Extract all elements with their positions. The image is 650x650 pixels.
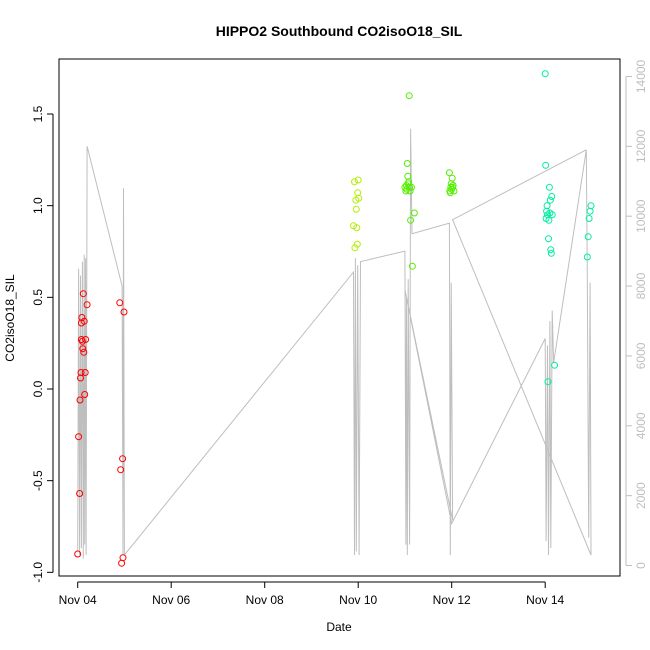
data-point-s3-13 (547, 249, 555, 257)
y-axis-left: -1.0 -0.5 0.0 0.5 1.0 1.5 (31, 105, 54, 583)
data-point-s3-17 (583, 253, 591, 261)
y-axis-right: 0 2000 4000 6000 8000 10000 12000 14000 (625, 59, 648, 569)
y-tick-label: 0.5 (31, 289, 45, 306)
data-point-s0-18 (116, 299, 124, 307)
y2-tick-label: 12000 (634, 129, 648, 163)
y2-tick-label: 10000 (634, 199, 648, 233)
x-tick-label: Nov 12 (433, 593, 471, 607)
y2-tick-label: 4000 (634, 412, 648, 439)
x-axis: Nov 04 Nov 06 Nov 08 Nov 10 Nov 12 Nov 14 (59, 581, 565, 607)
data-point-s0-8 (78, 314, 86, 321)
data-point-s2-9 (406, 183, 414, 191)
data-point-s2-8 (405, 92, 413, 100)
data-point-s3-7 (545, 235, 552, 243)
data-point-s0-15 (81, 369, 89, 376)
data-point-s3-0 (541, 70, 549, 78)
y-tick-label: -1.0 (31, 562, 45, 583)
chart-title: HIPPO2 Southbound CO2isoO18_SIL (216, 23, 463, 39)
data-point-s3-12 (547, 246, 555, 254)
data-point-s1-6 (353, 240, 361, 248)
data-point-s2-21 (448, 174, 456, 182)
data-point-s2-11 (407, 216, 415, 224)
data-point-s0-10 (79, 345, 87, 353)
data-point-s3-10 (546, 209, 554, 217)
altitude-trace-layer (77, 128, 592, 559)
data-point-s0-12 (80, 348, 88, 356)
y-tick-label: 0.0 (31, 380, 45, 397)
data-point-s1-2 (351, 244, 359, 252)
data-points-layer (74, 70, 595, 567)
data-point-s0-0 (74, 550, 82, 558)
data-point-s1-9 (355, 194, 363, 202)
data-point-s0-21 (119, 455, 127, 463)
x-tick-label: Nov 04 (59, 593, 97, 607)
data-point-s2-10 (406, 187, 414, 195)
data-point-s0-1 (75, 433, 83, 441)
x-axis-title: Date (326, 620, 352, 634)
data-point-s2-24 (450, 187, 458, 195)
data-point-s2-15 (445, 169, 453, 177)
data-point-s3-8 (545, 216, 553, 224)
data-point-s2-13 (408, 262, 416, 270)
x-tick-label: Nov 14 (526, 593, 564, 607)
y2-tick-label: 14000 (634, 59, 648, 93)
data-point-s0-5 (77, 369, 85, 376)
y2-tick-label: 8000 (634, 272, 648, 299)
data-point-s0-16 (82, 336, 90, 343)
data-point-s3-16 (551, 361, 558, 369)
y-axis-title: CO2isoO18_SIL (3, 274, 17, 362)
data-point-s0-17 (83, 301, 91, 309)
data-point-s0-23 (120, 308, 128, 316)
data-point-s3-19 (585, 215, 593, 222)
data-point-s3-14 (548, 193, 556, 200)
data-point-s3-1 (542, 161, 550, 169)
plot-frame (58, 58, 621, 577)
data-point-s3-21 (587, 202, 595, 210)
x-tick-label: Nov 08 (246, 593, 284, 607)
data-point-s3-18 (584, 233, 592, 241)
data-point-s0-14 (81, 391, 89, 398)
data-point-s0-22 (119, 554, 127, 562)
data-point-s3-9 (545, 183, 553, 191)
x-tick-label: Nov 10 (339, 593, 377, 607)
data-point-s1-8 (354, 176, 362, 184)
y-tick-label: 1.0 (31, 197, 45, 214)
x-tick-label: Nov 06 (152, 593, 190, 607)
data-point-s1-4 (352, 205, 360, 213)
data-point-s0-2 (76, 490, 84, 497)
data-point-s1-1 (351, 178, 358, 186)
data-point-s1-5 (353, 224, 361, 232)
data-point-s0-19 (117, 466, 125, 474)
y-tick-label: -0.5 (31, 470, 45, 491)
data-point-s2-4 (403, 160, 411, 167)
data-point-s1-7 (354, 189, 362, 197)
y-tick-label: 1.5 (31, 105, 45, 122)
data-point-s0-13 (80, 317, 88, 325)
data-point-s3-15 (548, 211, 556, 219)
data-point-s0-3 (76, 396, 84, 404)
y2-tick-label: 0 (634, 562, 648, 569)
data-point-s3-6 (544, 378, 552, 386)
altitude-trace-line (77, 128, 592, 559)
data-point-s2-14 (410, 209, 418, 217)
data-point-s0-11 (79, 290, 87, 298)
data-point-s3-4 (543, 202, 551, 210)
y2-tick-label: 2000 (634, 482, 648, 509)
data-point-s2-5 (404, 172, 412, 180)
y2-tick-label: 6000 (634, 342, 648, 369)
data-point-s2-12 (408, 183, 415, 191)
data-point-s3-20 (586, 207, 594, 215)
data-point-s3-11 (546, 196, 554, 204)
